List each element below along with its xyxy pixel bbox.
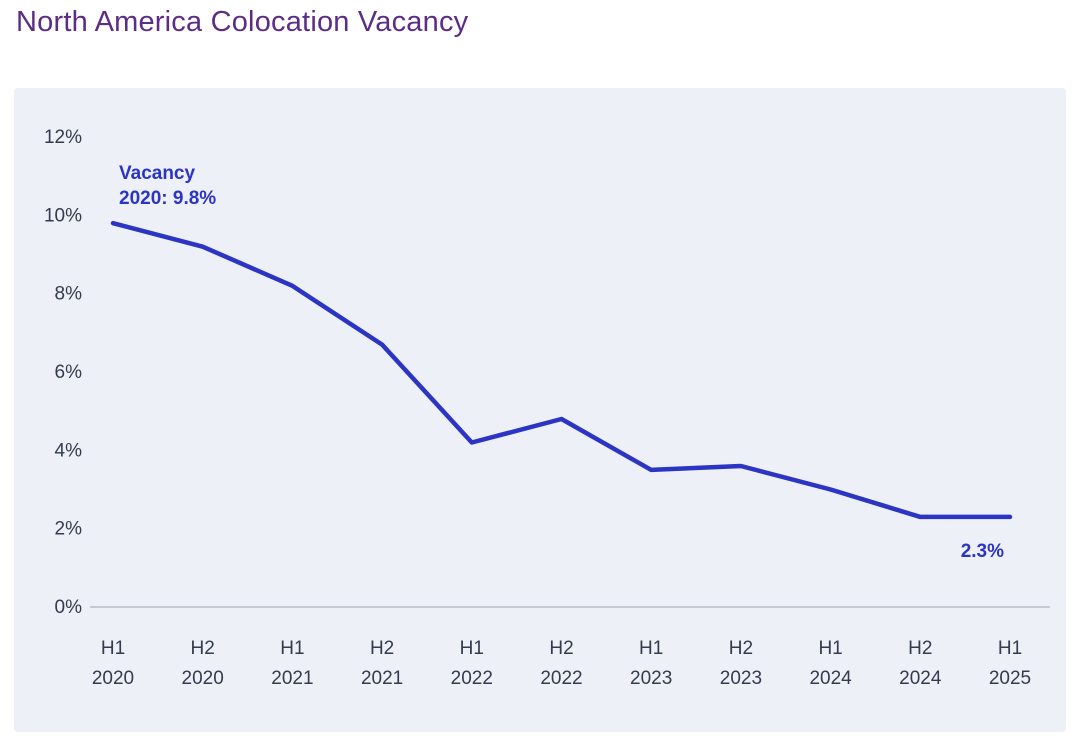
x-tick-label-period: H2 — [908, 638, 932, 659]
y-tick-label: 6% — [55, 362, 83, 383]
x-tick-label-year: 2020 — [92, 668, 134, 689]
x-tick-label-year: 2024 — [809, 668, 852, 689]
x-tick-label-year: 2022 — [451, 668, 493, 689]
x-tick-label-year: 2023 — [630, 668, 672, 689]
y-tick-label: 2% — [55, 519, 83, 540]
vacancy-line-chart: 0% 2% 4% 6% 8% 10% 12% H1 2020 H2 2020 H1 2021 H2 2021… — [44, 127, 1050, 689]
x-tick-label-year: 2022 — [540, 668, 582, 689]
y-tick-label: 0% — [55, 597, 83, 618]
vacancy-series-line — [110, 220, 1013, 520]
y-tick-label: 10% — [44, 205, 82, 226]
page-title: North America Colocation Vacancy — [16, 6, 469, 38]
x-tick-label-year: 2025 — [989, 668, 1031, 689]
x-tick-label-period: H1 — [280, 638, 304, 659]
y-tick-label: 4% — [55, 440, 83, 461]
x-tick-label-year: 2023 — [720, 668, 762, 689]
x-tick-label-period: H2 — [549, 638, 573, 659]
x-tick-label-period: H1 — [818, 638, 842, 659]
chart-panel: 0% 2% 4% 6% 8% 10% 12% H1 2020 H2 2020 H1 2021 H2 2021… — [14, 88, 1066, 732]
x-tick-label-period: H1 — [998, 638, 1022, 659]
y-tick-label: 12% — [44, 127, 82, 148]
x-tick-label-period: H1 — [639, 638, 663, 659]
x-tick-label-period: H2 — [370, 638, 394, 659]
annotation-last-point: 2.3% — [961, 541, 1004, 562]
x-tick-label-period: H1 — [460, 638, 484, 659]
y-tick-label: 8% — [55, 284, 83, 305]
annotation-first-point: Vacancy — [119, 163, 195, 184]
x-tick-label-period: H2 — [729, 638, 753, 659]
x-tick-label-year: 2021 — [271, 668, 313, 689]
x-tick-label-year: 2020 — [182, 668, 224, 689]
x-tick-label-year: 2024 — [899, 668, 942, 689]
x-tick-label-period: H1 — [101, 638, 125, 659]
annotation-first-point: 2020: 9.8% — [119, 188, 216, 209]
x-tick-label-period: H2 — [191, 638, 215, 659]
x-tick-label-year: 2021 — [361, 668, 403, 689]
